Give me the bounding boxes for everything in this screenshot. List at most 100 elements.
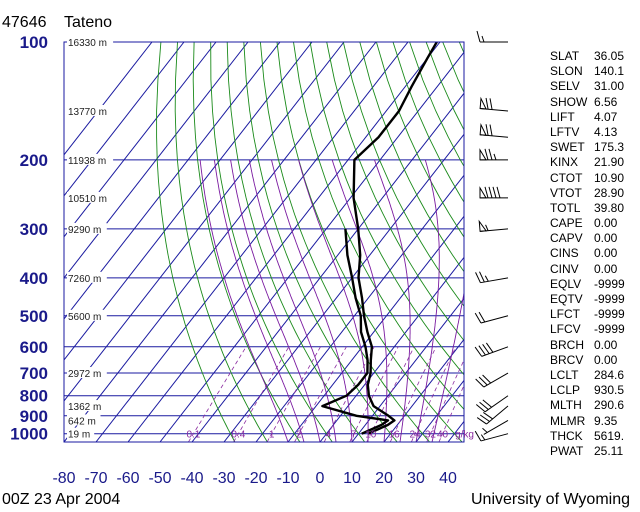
x-tick-label: -50 <box>148 470 171 487</box>
height-label-bg <box>67 427 95 439</box>
wind-barb <box>475 372 509 388</box>
height-label-bg <box>67 153 114 165</box>
dewpoint-profile-line <box>321 228 390 435</box>
height-label-bg <box>67 367 107 379</box>
dry-adiabat-line <box>359 42 464 273</box>
dry-adiabat-line <box>309 42 464 376</box>
index-value: 175.3 <box>594 140 625 155</box>
index-value: 4.13 <box>594 124 618 139</box>
stability-indices: SLAT 36.05 SLON 140.1 SELV 31.00 SHOW 6.56 LIFT 4… <box>550 49 630 459</box>
moist-adiabat-line <box>374 159 411 442</box>
height-label-bg <box>67 36 114 47</box>
index-value: 0.00 <box>594 337 618 352</box>
index-row: VTOT 28.90 <box>550 186 630 201</box>
index-key: TOTL <box>550 200 581 215</box>
mixing-ratio-label: 4 <box>326 430 332 441</box>
index-row: SLON 140.1 <box>550 64 630 79</box>
height-label: 9290 m <box>68 225 101 236</box>
index-row: LFTV 4.13 <box>550 125 630 140</box>
index-row: PWAT 25.11 <box>550 444 630 459</box>
index-row: LFCT -9999 <box>550 307 630 322</box>
index-key: VTOT <box>550 185 582 200</box>
pressure-tick-label: 700 <box>20 364 48 383</box>
x-tick-label: -70 <box>84 470 107 487</box>
height-label-bg <box>67 271 107 283</box>
dry-adiabat-line <box>293 42 464 411</box>
isotherm-line <box>319 256 464 442</box>
wind-barb <box>476 405 509 425</box>
index-row: KINX 21.90 <box>550 155 630 170</box>
index-row: LCLT 284.6 <box>550 368 630 383</box>
x-tick-label: 0 <box>316 470 325 487</box>
moist-adiabat-line <box>199 159 289 442</box>
index-key: LFTV <box>550 124 580 139</box>
wind-barb <box>474 342 509 357</box>
mixing-ratio-line <box>266 346 321 442</box>
index-row: LIFT 4.07 <box>550 110 630 125</box>
x-tick-label: -30 <box>212 470 235 487</box>
pressure-tick-label: 900 <box>20 407 48 426</box>
index-row: BRCV 0.00 <box>550 353 630 368</box>
mixing-ratio-label: 0.4 <box>231 430 245 441</box>
mixing-ratio-line <box>323 346 375 442</box>
wind-barb <box>479 186 508 199</box>
mixing-ratio-line <box>294 346 347 442</box>
index-value: 36.05 <box>594 49 625 63</box>
index-key: CTOT <box>550 170 583 185</box>
pressure-tick-label: 200 <box>20 151 48 170</box>
height-label: 11938 m <box>68 156 106 167</box>
x-tick-label: -20 <box>244 470 267 487</box>
station-id: 47646 <box>2 14 47 31</box>
index-value: 25.11 <box>594 443 624 458</box>
moist-adiabat-line <box>431 290 464 442</box>
dry-adiabat-line <box>243 42 398 442</box>
height-label: 10510 m <box>68 194 107 205</box>
mixing-ratio-line <box>188 346 247 442</box>
index-key: EQTV <box>550 292 583 306</box>
index-value: 4.07 <box>594 109 618 124</box>
index-value: 0.00 <box>594 246 618 261</box>
dry-adiabat-line <box>342 42 464 307</box>
mixing-ratio-label: 0.1 <box>186 430 200 441</box>
mixing-ratio-label: 1 <box>269 430 275 441</box>
wind-barb <box>479 148 508 161</box>
dry-adiabat-line <box>174 42 268 442</box>
index-row: TOTL 39.80 <box>550 201 630 216</box>
mixing-ratio-line <box>426 359 464 442</box>
index-row: MLTH 290.6 <box>550 398 630 413</box>
index-value: -9999 <box>594 292 625 306</box>
chart-grid <box>64 42 464 442</box>
index-value: 140.1 <box>594 64 625 79</box>
plot-frame <box>63 41 465 443</box>
wind-barb <box>476 30 508 43</box>
mixing-ratio-label: g/kg <box>455 430 474 441</box>
index-value: 39.80 <box>594 200 625 215</box>
index-key: SWET <box>550 140 585 155</box>
chart-labels: -80 -70 -60 -50 -40 -30 -20 -10 0 10 20 30 40 100 200 3… <box>10 33 474 487</box>
isotherm-line <box>191 92 464 442</box>
x-tick-label: 40 <box>439 470 457 487</box>
index-key: BRCH <box>550 337 585 352</box>
mixing-ratio-line <box>410 346 457 442</box>
height-label-bg <box>67 104 114 116</box>
moist-adiabat-line <box>248 159 337 442</box>
moist-adiabat-line <box>415 159 440 442</box>
wind-barb <box>474 311 509 324</box>
x-tick-label: 30 <box>407 470 425 487</box>
index-key: SHOW <box>550 94 588 109</box>
x-tick-label: -10 <box>276 470 299 487</box>
isotherm-line <box>64 42 377 442</box>
index-key: MLTH <box>550 398 582 413</box>
index-key: BRCV <box>550 352 584 367</box>
dry-adiabat-line <box>156 42 236 442</box>
wind-barb <box>479 122 509 138</box>
index-value: 284.6 <box>594 367 625 382</box>
sounding-datetime: 00Z 23 Apr 2004 <box>2 491 121 508</box>
dry-adiabat-line <box>226 42 366 442</box>
wind-barb <box>479 96 509 112</box>
index-key: LCLP <box>550 383 581 398</box>
pressure-tick-label: 800 <box>20 387 48 406</box>
index-key: CINV <box>550 261 579 276</box>
dry-adiabat-line <box>276 42 463 442</box>
index-value: 9.35 <box>594 413 618 428</box>
